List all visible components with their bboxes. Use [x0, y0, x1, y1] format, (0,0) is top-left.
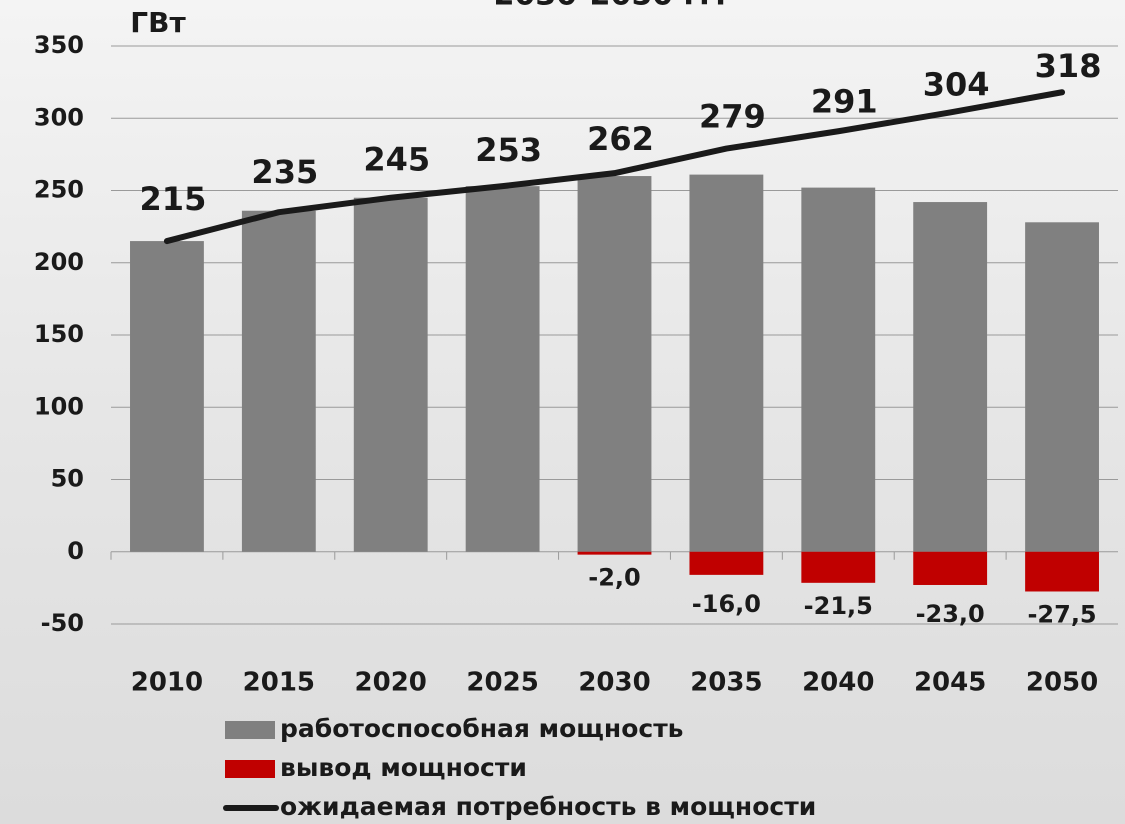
y-tick-label: 150	[34, 320, 84, 348]
bar	[801, 188, 875, 552]
data-label: 262	[587, 120, 654, 158]
x-tick-label: 2040	[802, 668, 874, 698]
data-label: 291	[811, 82, 878, 120]
y-tick-label: 50	[51, 465, 84, 493]
legend-label: вывод мощности	[280, 753, 527, 782]
bar	[130, 241, 204, 552]
data-label: -16,0	[692, 590, 761, 618]
y-tick-label: 300	[34, 103, 84, 131]
data-label: -27,5	[1027, 600, 1096, 628]
legend-swatch	[225, 760, 275, 778]
x-tick-label: 2045	[914, 668, 986, 698]
x-tick-label: 2035	[690, 668, 762, 698]
data-label: 215	[140, 180, 207, 218]
legend-label: работоспособная мощность	[280, 714, 684, 743]
y-tick-label: 350	[34, 31, 84, 59]
data-label: 235	[251, 153, 318, 191]
data-label: -21,5	[804, 592, 873, 620]
bar	[578, 552, 652, 555]
x-tick-label: 2050	[1026, 668, 1098, 698]
bar	[801, 552, 875, 583]
data-label: 253	[475, 131, 542, 169]
x-tick-label: 2020	[355, 668, 427, 698]
data-label: -2,0	[588, 564, 640, 592]
data-label: -23,0	[916, 600, 985, 628]
y-tick-label: 100	[34, 392, 84, 420]
y-tick-label: 0	[67, 537, 84, 565]
bar	[466, 186, 540, 552]
bar	[689, 175, 763, 552]
data-label: 245	[363, 141, 430, 179]
x-tick-label: 2015	[243, 668, 315, 698]
bar	[689, 552, 763, 575]
data-label: 279	[699, 98, 766, 136]
bar	[242, 211, 316, 552]
legend-label: ожидаемая потребность в мощности	[280, 792, 816, 821]
x-tick-label: 2010	[131, 668, 203, 698]
y-tick-label: -50	[41, 609, 84, 637]
y-tick-label: 250	[34, 176, 84, 204]
bar	[578, 176, 652, 552]
chart-title: 2030-2050 гг.	[494, 0, 727, 13]
legend-swatch	[225, 721, 275, 739]
bar	[1025, 222, 1099, 551]
bar	[913, 202, 987, 552]
x-tick-label: 2025	[466, 668, 538, 698]
bar	[1025, 552, 1099, 592]
y-tick-label: 200	[34, 248, 84, 276]
x-tick-label: 2030	[578, 668, 650, 698]
data-label: 304	[923, 65, 990, 103]
data-label: 318	[1035, 47, 1102, 85]
chart: 2030-2050 гг. ГВт -50 0 50 100 150 200 250 300 3…	[0, 0, 1125, 824]
bar	[913, 552, 987, 585]
bar	[354, 198, 428, 552]
y-axis-label: ГВт	[130, 6, 186, 39]
